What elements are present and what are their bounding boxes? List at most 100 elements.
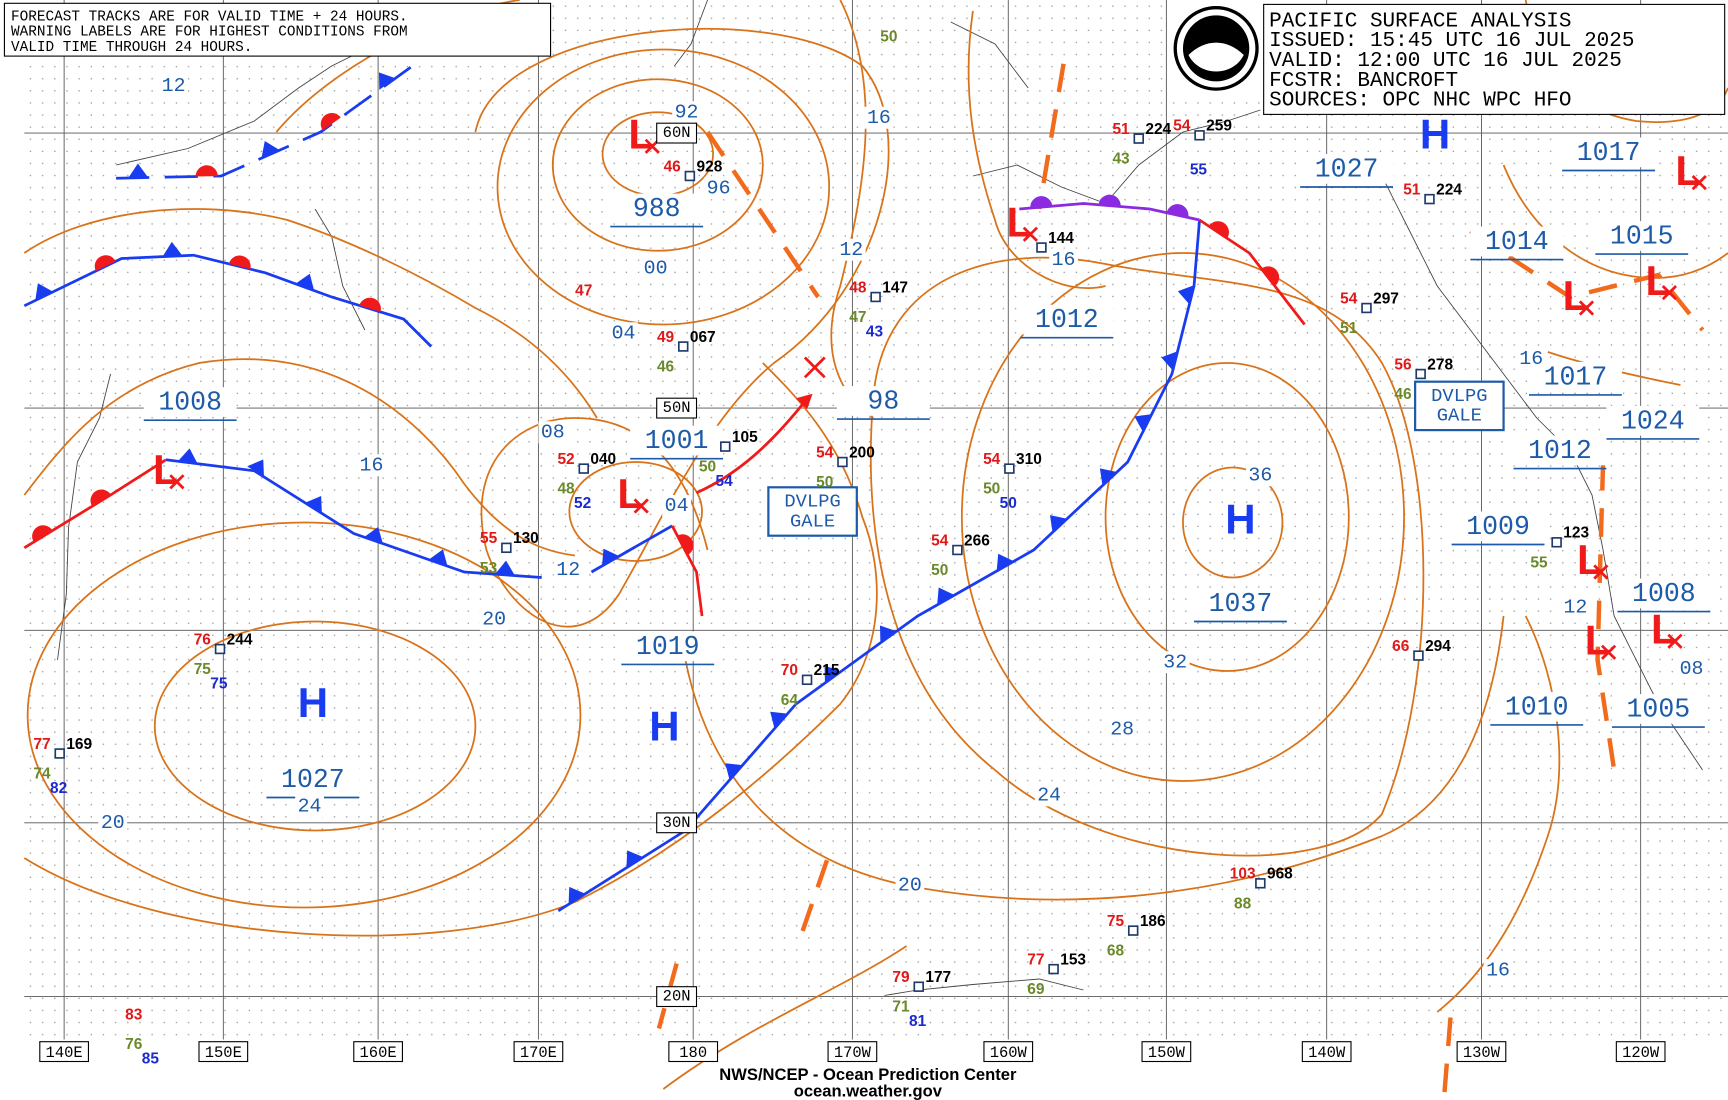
low-x bbox=[1691, 175, 1707, 191]
label-background bbox=[553, 558, 583, 581]
high-center: H bbox=[1225, 496, 1255, 543]
station-temperature: 83 bbox=[125, 1006, 143, 1023]
station-dewpoint: 69 bbox=[1027, 981, 1044, 998]
front-symbol bbox=[1261, 266, 1280, 287]
label-background bbox=[672, 101, 701, 124]
station-dewpoint: 71 bbox=[892, 999, 910, 1016]
label-background bbox=[159, 74, 188, 97]
station-value: 50 bbox=[1000, 495, 1017, 512]
station-marker bbox=[677, 341, 689, 352]
isobar-label: 24 bbox=[1037, 784, 1061, 807]
station-pressure: 224 bbox=[1145, 121, 1171, 138]
dot-grid bbox=[24, 0, 1728, 1040]
front-symbol bbox=[1049, 515, 1068, 533]
warning-box bbox=[767, 486, 858, 537]
warning-label: GALE bbox=[1437, 405, 1482, 427]
high-center: H bbox=[298, 679, 328, 726]
front-symbol bbox=[90, 489, 111, 507]
isobar-label: 24 bbox=[298, 795, 322, 818]
station-dewpoint: 76 bbox=[125, 1036, 143, 1053]
station-temperature: 54 bbox=[983, 451, 1001, 468]
station-value: 82 bbox=[50, 780, 67, 797]
low-x bbox=[633, 498, 649, 514]
front-symbol bbox=[228, 255, 251, 270]
pressure-label: 1012 bbox=[1035, 305, 1099, 335]
longitude-label: 140W bbox=[1308, 1044, 1346, 1062]
station-temperature: 56 bbox=[1394, 356, 1412, 373]
high-center: H bbox=[649, 702, 679, 749]
station-marker bbox=[54, 748, 65, 759]
label-background bbox=[1595, 221, 1689, 251]
station-pressure: 067 bbox=[690, 329, 716, 346]
station-temperature: 51 bbox=[1112, 121, 1130, 138]
front-symbol bbox=[1161, 351, 1178, 371]
label-background bbox=[357, 454, 386, 477]
station-dewpoint: 46 bbox=[1394, 386, 1412, 403]
station-marker bbox=[952, 544, 963, 556]
pressure-label: 1027 bbox=[1315, 154, 1379, 184]
label-background bbox=[621, 631, 715, 662]
pressure-label: 1015 bbox=[1610, 222, 1674, 252]
station-marker bbox=[1048, 963, 1059, 975]
station-pressure: 215 bbox=[814, 662, 840, 679]
label-background bbox=[895, 874, 925, 897]
front-symbol bbox=[128, 163, 149, 178]
station-dewpoint: 50 bbox=[983, 481, 1000, 498]
isobar-label: 96 bbox=[707, 176, 731, 199]
title-line: VALID: 12:00 UTC 16 JUL 2025 bbox=[1269, 50, 1622, 73]
station-marker bbox=[1255, 878, 1266, 889]
station-marker bbox=[684, 170, 696, 182]
label-background bbox=[1300, 154, 1394, 184]
station-dewpoint: 46 bbox=[657, 359, 675, 376]
longitude-box bbox=[1456, 1041, 1507, 1063]
title-line: FCSTR: BANCROFT bbox=[1269, 70, 1458, 93]
front-symbol bbox=[725, 763, 743, 781]
isobar-label: 00 bbox=[644, 257, 668, 280]
label-background bbox=[479, 608, 509, 631]
warning-line: VALID TIME THROUGH 24 HOURS. bbox=[11, 40, 252, 56]
station-pressure: 259 bbox=[1206, 118, 1232, 135]
station-marker bbox=[1415, 368, 1426, 380]
front-symbol bbox=[359, 297, 381, 312]
longitude-label: 130W bbox=[1463, 1044, 1501, 1062]
low-center: L bbox=[1585, 617, 1611, 664]
pressure-label: 1005 bbox=[1627, 695, 1691, 725]
label-background bbox=[1513, 435, 1607, 466]
warning-box bbox=[1414, 380, 1505, 432]
front-symbol bbox=[32, 525, 53, 543]
isobar-label: 36 bbox=[1248, 463, 1272, 486]
station-pressure: 224 bbox=[1436, 181, 1462, 198]
front-symbol bbox=[364, 526, 383, 544]
station-temperature: 66 bbox=[1392, 638, 1410, 655]
label-background bbox=[1470, 226, 1564, 257]
station-value: 43 bbox=[866, 323, 884, 340]
latitude-label: 60N bbox=[663, 124, 691, 142]
pressure-label: 1008 bbox=[158, 388, 222, 418]
front-symbol bbox=[305, 496, 322, 514]
station-temperature: 75 bbox=[1107, 913, 1125, 930]
longitude-box bbox=[668, 1041, 719, 1063]
front-symbol bbox=[1166, 204, 1189, 218]
front-symbol bbox=[677, 534, 694, 556]
isobar-label: 12 bbox=[556, 558, 580, 581]
isobar-label: 92 bbox=[675, 100, 699, 123]
front-symbol bbox=[295, 273, 315, 291]
longitude-label: 150E bbox=[205, 1044, 242, 1062]
station-dewpoint: 50 bbox=[880, 29, 897, 46]
station-value: 75 bbox=[210, 675, 228, 692]
station-dewpoint: 53 bbox=[480, 560, 498, 577]
front-symbol bbox=[1208, 221, 1229, 239]
pressure-label: 1009 bbox=[1466, 512, 1530, 542]
front-symbol bbox=[35, 283, 54, 301]
low-x bbox=[1667, 633, 1683, 649]
label-background bbox=[610, 193, 704, 224]
low-x bbox=[1600, 644, 1617, 660]
station-value: 54 bbox=[716, 473, 734, 490]
title-line: SOURCES: OPC NHC WPC HFO bbox=[1269, 90, 1571, 113]
low-x bbox=[1578, 300, 1595, 316]
pressure-label: 1024 bbox=[1621, 406, 1685, 436]
station-temperature: 46 bbox=[664, 158, 682, 175]
warning-label: DVLPG bbox=[1431, 385, 1487, 407]
longitude-label: 120W bbox=[1622, 1044, 1660, 1062]
isobar-label: 12 bbox=[162, 74, 186, 97]
